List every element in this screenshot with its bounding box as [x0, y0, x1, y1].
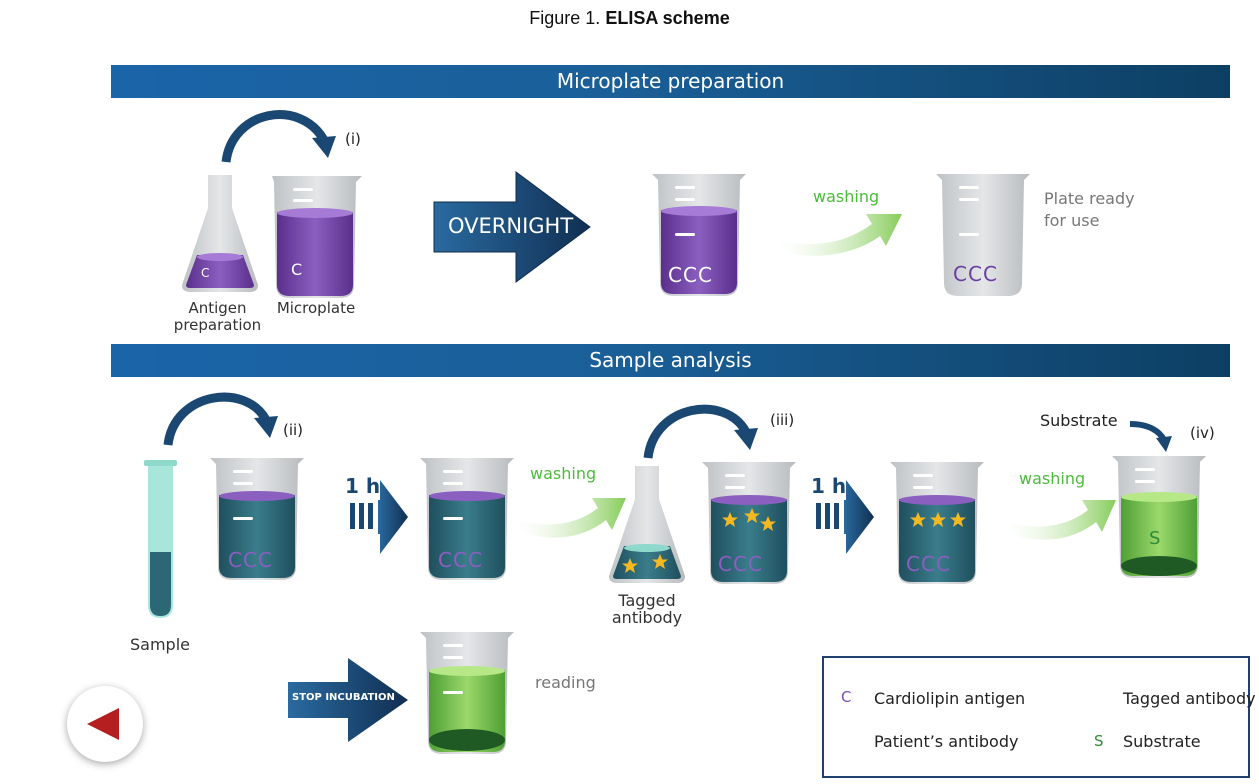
sample-test-tube — [144, 460, 177, 618]
banner-microplate-preparation: Microplate preparation — [111, 65, 1230, 98]
washing-arrow-1 — [778, 214, 902, 256]
antigen-preparation-label: Antigen preparation — [173, 299, 262, 334]
washing-label-2: washing — [530, 464, 597, 483]
curved-arrow-iii-head — [734, 428, 758, 450]
curved-arrow-i-head — [312, 136, 336, 158]
figure-title: Figure 1. ELISA scheme — [0, 8, 1259, 29]
hour-label-2: 1 h — [811, 474, 847, 498]
legend-substrate-label: Substrate — [1123, 732, 1201, 751]
legend-cardiolipin-glyph: C — [841, 688, 852, 706]
tagged-antibody-flask — [609, 466, 685, 583]
sample-label: Sample — [130, 635, 190, 654]
washing-arrow-3 — [1006, 500, 1116, 540]
antigen-flask — [182, 175, 258, 292]
curved-arrow-ii — [163, 392, 270, 446]
substrate-arrow — [1129, 421, 1167, 442]
overnight-label: OVERNIGHT — [448, 214, 574, 238]
curved-arrow-ii-head — [254, 416, 278, 438]
stop-incubation-arrow — [288, 658, 408, 742]
step-iii-label: (iii) — [770, 411, 795, 429]
reading-label: reading — [535, 673, 596, 692]
bound-antibody-beaker — [420, 458, 514, 580]
bound-antigen-glyphs: CCC — [438, 548, 483, 572]
plate-ready-beaker — [936, 174, 1030, 296]
curved-arrow-iii — [643, 404, 750, 459]
hour-arrow-2 — [816, 480, 874, 554]
substrate-arrow-head — [1156, 436, 1172, 452]
washing-label-3: washing — [1019, 469, 1086, 488]
figure-title-text: ELISA scheme — [605, 8, 730, 28]
plate-ready-label: Plate ready for use — [1044, 189, 1135, 230]
complex-antigen-glyphs: CCC — [906, 552, 951, 576]
flask-antigen-glyph: C — [201, 266, 210, 280]
sample-antigen-glyphs: CCC — [228, 548, 273, 572]
washing-arrow-2 — [516, 498, 626, 538]
legend-patient-antibody-label: Patient’s antibody — [874, 732, 1019, 751]
step-ii-label: (ii) — [283, 421, 304, 439]
banner-sample-analysis: Sample analysis — [111, 344, 1230, 377]
tagged-beaker — [702, 462, 796, 584]
reading-beaker — [420, 632, 514, 754]
microplate-antigen-glyph: C — [291, 260, 303, 279]
complex-beaker — [890, 462, 984, 584]
coated-antigen-glyphs: CCC — [668, 263, 713, 287]
overnight-arrow — [433, 171, 591, 283]
washing-label-1: washing — [813, 187, 880, 206]
legend-tagged-antibody-label: Tagged antibody — [1123, 689, 1256, 708]
plate-ready-antigen-glyphs: CCC — [953, 262, 998, 286]
hour-label-1: 1 h — [345, 474, 381, 498]
legend-box — [822, 656, 1250, 778]
back-triangle-icon — [87, 708, 119, 740]
sample-beaker — [210, 458, 304, 580]
hour-arrow-1 — [350, 480, 408, 554]
legend-cardiolipin-label: Cardiolipin antigen — [874, 689, 1026, 708]
tagged-antigen-glyphs: CCC — [718, 552, 763, 576]
substrate-beaker — [1112, 456, 1206, 578]
coating-beaker — [652, 174, 746, 296]
microplate-beaker — [272, 176, 362, 298]
legend-substrate-glyph: S — [1094, 732, 1104, 750]
stop-incubation-label: STOP INCUBATION — [292, 692, 395, 703]
tagged-antibody-label: Tagged antibody — [611, 591, 683, 627]
curved-arrow-i — [221, 110, 328, 163]
substrate-label: Substrate — [1040, 411, 1118, 430]
figure-prefix: Figure 1. — [529, 8, 601, 28]
beaker-substrate-glyph: S — [1149, 528, 1161, 549]
back-button[interactable] — [67, 686, 143, 762]
microplate-label: Microplate — [276, 299, 356, 317]
step-iv-label: (iv) — [1190, 424, 1215, 442]
step-i-label: (i) — [345, 130, 361, 148]
